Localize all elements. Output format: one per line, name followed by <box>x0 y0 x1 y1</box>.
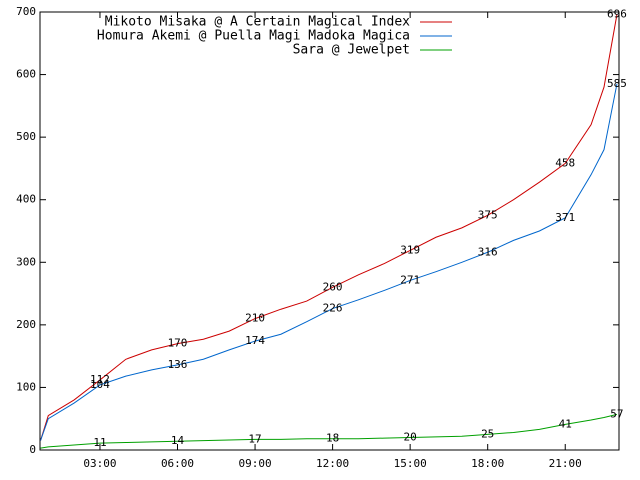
data-label: 11 <box>93 436 106 449</box>
data-label: 271 <box>400 273 420 286</box>
data-label: 104 <box>90 378 110 391</box>
data-label: 17 <box>248 432 261 445</box>
x-tick-label: 09:00 <box>238 457 271 470</box>
data-label: 112 <box>90 373 110 386</box>
x-tick-label: 06:00 <box>161 457 194 470</box>
y-tick-label: 700 <box>16 5 36 18</box>
data-label: 57 <box>610 407 623 420</box>
data-label: 210 <box>245 312 265 325</box>
data-label: 18 <box>326 432 339 445</box>
legend-label: Homura Akemi @ Puella Magi Madoka Magica <box>97 29 410 44</box>
data-label: 260 <box>323 280 343 293</box>
legend-label: Sara @ Jewelpet <box>293 43 410 58</box>
data-label: 226 <box>323 302 343 315</box>
x-tick-label: 18:00 <box>471 457 504 470</box>
data-label: 20 <box>404 430 417 443</box>
data-label: 696 <box>607 8 627 21</box>
data-label: 371 <box>555 211 575 224</box>
y-tick-label: 600 <box>16 68 36 81</box>
data-label: 14 <box>171 434 185 447</box>
data-label: 585 <box>607 77 627 90</box>
x-tick-label: 21:00 <box>549 457 582 470</box>
data-label: 458 <box>555 156 575 169</box>
y-tick-label: 300 <box>16 255 36 268</box>
legend-label: Mikoto Misaka @ A Certain Magical Index <box>105 15 410 30</box>
data-label: 25 <box>481 427 494 440</box>
plot-border <box>39 11 620 451</box>
series-line <box>40 413 618 449</box>
data-label: 316 <box>478 245 498 258</box>
y-tick-label: 0 <box>29 443 36 456</box>
x-tick-label: 03:00 <box>83 457 116 470</box>
data-label: 375 <box>478 208 498 221</box>
y-tick-label: 400 <box>16 193 36 206</box>
y-tick-label: 500 <box>16 130 36 143</box>
x-tick-label: 12:00 <box>316 457 349 470</box>
y-tick-label: 100 <box>16 380 36 393</box>
series-line <box>40 83 618 441</box>
data-label: 170 <box>168 337 188 350</box>
data-label: 41 <box>559 417 572 430</box>
y-tick-label: 200 <box>16 318 36 331</box>
data-label: 319 <box>400 243 420 256</box>
data-label: 174 <box>245 334 265 347</box>
x-tick-label: 15:00 <box>394 457 427 470</box>
data-label: 136 <box>168 358 188 371</box>
series-line <box>40 14 618 441</box>
